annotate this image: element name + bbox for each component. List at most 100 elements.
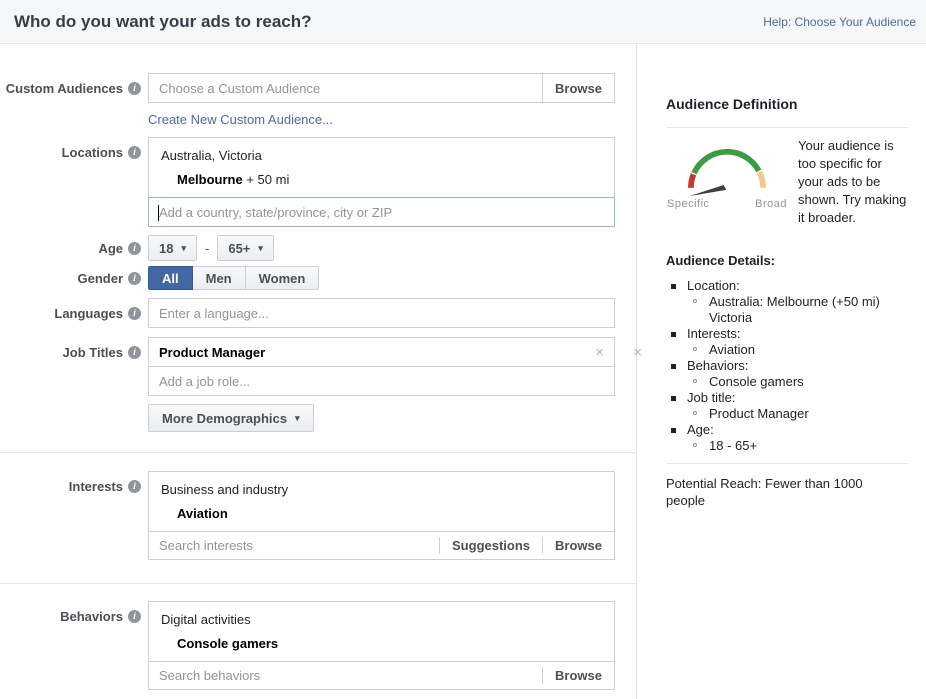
potential-reach: Potential Reach: Fewer than 1000 people xyxy=(666,475,863,508)
interest-item[interactable]: Aviation xyxy=(149,501,614,525)
circle-bullet-icon xyxy=(693,346,697,351)
location-region-text: Australia, Victoria xyxy=(161,148,262,163)
gender-option-all[interactable]: All xyxy=(148,266,193,290)
age-range-separator: - xyxy=(205,240,210,256)
audience-details-list: Location: Australia: Melbourne (+50 mi) … xyxy=(666,278,908,454)
age-label: Age xyxy=(98,240,123,256)
info-icon[interactable]: i xyxy=(128,271,141,285)
custom-audience-browse-button[interactable]: Browse xyxy=(555,80,602,96)
detail-label-text: Age: xyxy=(687,421,714,437)
audience-details-title: Audience Details: xyxy=(666,252,776,268)
gauge-broad-label: Broad xyxy=(755,198,787,210)
interest-category[interactable]: Business and industry xyxy=(149,477,614,501)
custom-audiences-row: Custom Audiences i Browse Create New Cus… xyxy=(0,73,636,127)
job-title-add-input[interactable] xyxy=(159,367,614,395)
info-icon[interactable]: i xyxy=(128,241,141,255)
behaviors-browse-button[interactable]: Browse xyxy=(555,668,602,683)
detail-value: Aviation xyxy=(666,342,898,358)
audience-gauge: Specific Broad xyxy=(666,137,788,227)
location-add-input[interactable] xyxy=(159,198,614,226)
gauge-dial xyxy=(688,148,766,197)
more-demographics-button[interactable]: More Demographics ▾ xyxy=(148,404,314,432)
location-radius-text: + 50 mi xyxy=(242,172,290,187)
gender-option-men[interactable]: Men xyxy=(191,266,246,290)
behaviors-search-input[interactable] xyxy=(159,662,543,689)
circle-bullet-icon xyxy=(693,378,697,383)
detail-value: 18 - 65+ xyxy=(666,438,898,454)
divider xyxy=(439,537,441,554)
behavior-item-text: Console gamers xyxy=(177,636,279,651)
square-bullet-icon xyxy=(671,395,676,401)
gauge-broad-arc xyxy=(756,170,766,189)
job-titles-row: Job Titles i Product Manager × × xyxy=(0,337,642,396)
more-demographics-label: More Demographics xyxy=(162,410,287,426)
interests-list: Business and industry Aviation xyxy=(148,471,615,531)
detail-value: Product Manager xyxy=(666,406,898,422)
detail-value-text: Aviation xyxy=(709,341,756,357)
info-icon[interactable]: i xyxy=(128,609,141,623)
age-from-value: 18 xyxy=(159,240,174,256)
job-title-add-box xyxy=(148,366,615,396)
page-title: Who do you want your ads to reach? xyxy=(14,11,312,31)
create-custom-audience-link[interactable]: Create New Custom Audience... xyxy=(148,112,333,127)
remove-job-title-icon[interactable]: × xyxy=(595,343,604,361)
divider xyxy=(666,127,908,128)
info-icon[interactable]: i xyxy=(128,81,141,95)
remove-job-titles-section-icon[interactable]: × xyxy=(633,344,642,361)
gauge-specific-arc xyxy=(688,173,697,188)
square-bullet-icon xyxy=(671,283,676,289)
targeting-form: Custom Audiences i Browse Create New Cus… xyxy=(0,44,642,699)
interest-category-text: Business and industry xyxy=(161,482,289,497)
detail-label-text: Location: xyxy=(687,277,740,293)
age-row: Age i 18 ▾ - 65+ ▾ xyxy=(0,235,636,261)
detail-value: Console gamers xyxy=(666,374,898,390)
detail-label: Interests: xyxy=(666,326,908,342)
info-icon[interactable]: i xyxy=(128,145,141,159)
behaviors-row: Behaviors i Digital activities Console g… xyxy=(0,601,636,690)
age-to-dropdown[interactable]: 65+ ▾ xyxy=(217,235,274,261)
interests-suggestions-button[interactable]: Suggestions xyxy=(452,538,531,553)
detail-label: Behaviors: xyxy=(666,358,908,374)
job-titles-label: Job Titles xyxy=(62,344,123,360)
location-city-text: Melbourne xyxy=(177,172,243,187)
age-from-dropdown[interactable]: 18 ▾ xyxy=(148,235,197,261)
info-icon[interactable]: i xyxy=(128,306,141,320)
detail-label: Job title: xyxy=(666,390,908,406)
chevron-down-icon: ▾ xyxy=(181,242,186,253)
behavior-category-text: Digital activities xyxy=(161,612,251,627)
gender-row: Gender i All Men Women xyxy=(0,266,636,290)
chevron-down-icon: ▾ xyxy=(294,412,300,423)
interests-search-input[interactable] xyxy=(159,532,440,559)
info-icon[interactable]: i xyxy=(128,345,141,359)
languages-row: Languages i xyxy=(0,298,636,328)
text-cursor xyxy=(158,205,159,221)
interests-label: Interests xyxy=(68,478,123,494)
location-add-box xyxy=(148,197,615,227)
language-box xyxy=(148,298,615,328)
divider xyxy=(542,74,544,102)
detail-label-text: Interests: xyxy=(687,325,741,341)
help-link[interactable]: Help: Choose Your Audience xyxy=(763,14,916,29)
behavior-category[interactable]: Digital activities xyxy=(149,607,614,631)
detail-value-text: Product Manager xyxy=(709,405,809,421)
page-header: Who do you want your ads to reach? Help:… xyxy=(0,0,926,44)
gender-option-women[interactable]: Women xyxy=(244,266,320,290)
gauge-needle xyxy=(689,185,727,197)
detail-value-text: Console gamers xyxy=(709,373,804,389)
detail-value: Australia: Melbourne (+50 mi) Victoria xyxy=(666,294,898,326)
gauge-specific-label: Specific xyxy=(667,198,710,210)
audience-definition-message: Your audience is too specific for your a… xyxy=(798,138,907,225)
more-demographics-row: More Demographics ▾ xyxy=(0,404,636,434)
audience-definition-panel: Audience Definition Specific Broad Your … xyxy=(637,44,926,699)
interests-search-box: Suggestions Browse xyxy=(148,531,615,560)
language-input[interactable] xyxy=(159,299,614,327)
section-divider xyxy=(0,583,636,584)
location-item-region[interactable]: Australia, Victoria xyxy=(149,143,614,167)
info-icon[interactable]: i xyxy=(128,479,141,493)
custom-audience-input[interactable] xyxy=(159,74,543,102)
behaviors-label: Behaviors xyxy=(60,608,123,624)
behavior-item[interactable]: Console gamers xyxy=(149,631,614,655)
location-item-city[interactable]: Melbourne + 50 mi xyxy=(149,167,614,191)
interests-browse-button[interactable]: Browse xyxy=(555,538,602,553)
custom-audiences-label: Custom Audiences xyxy=(5,80,123,96)
